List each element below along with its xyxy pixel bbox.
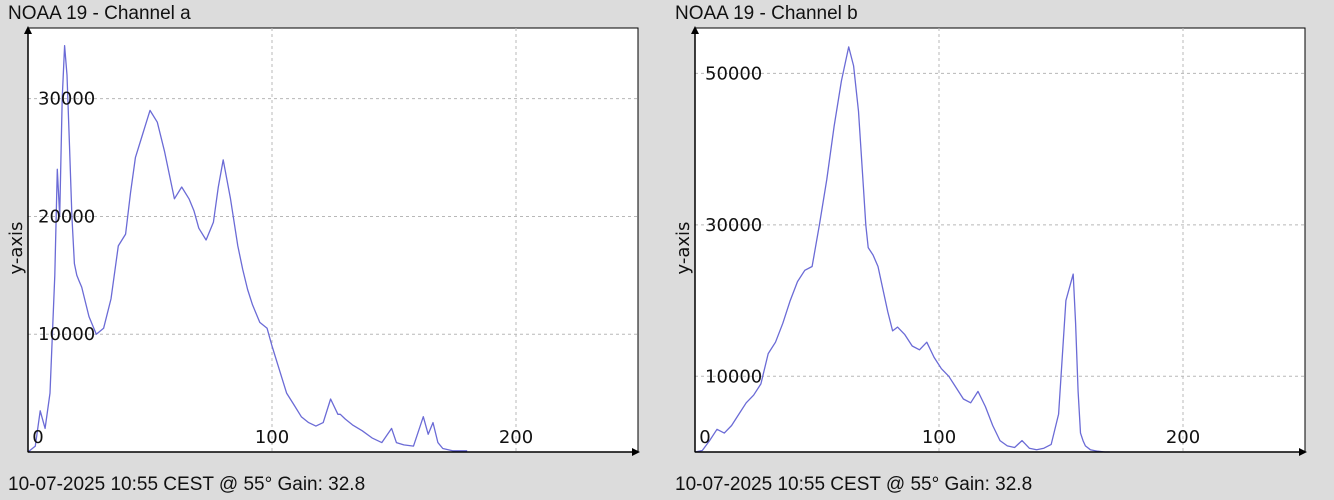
plot-area xyxy=(694,27,1306,453)
chart-panel-b: NOAA 19 - Channel b 0 100 200 10000 30000 500… xyxy=(667,0,1334,500)
x-tick-label: 0 xyxy=(32,427,43,448)
y-tick-label: 10000 xyxy=(705,366,762,387)
plot-area xyxy=(27,27,639,453)
x-tick-label: 200 xyxy=(1166,427,1200,448)
y-axis-arrow xyxy=(691,26,699,34)
chart-title: NOAA 19 - Channel b xyxy=(675,3,858,24)
y-axis-label: y-axis xyxy=(673,222,694,275)
y-tick-label: 30000 xyxy=(705,215,762,236)
chart-footer: 10-07-2025 10:55 CEST @ 55° Gain: 32.8 xyxy=(675,474,1033,495)
series-line xyxy=(27,45,468,453)
chart-panel-a: NOAA 19 - Channel a 0 100 200 10000 20000 300… xyxy=(6,3,640,495)
chart-title: NOAA 19 - Channel a xyxy=(8,3,191,24)
chart-footer: 10-07-2025 10:55 CEST @ 55° Gain: 32.8 xyxy=(8,474,366,495)
y-tick-label: 30000 xyxy=(38,89,95,110)
chart-plot-a: 0 100 200 10000 20000 30000 y-axis xyxy=(6,26,640,456)
y-axis-label: y-axis xyxy=(6,222,27,275)
chart-plot-b: 0 100 200 10000 30000 50000 y-axis xyxy=(673,26,1307,456)
x-tick-label: 100 xyxy=(255,427,289,448)
x-axis-arrow xyxy=(1299,448,1307,456)
y-tick-label: 10000 xyxy=(38,324,95,345)
x-tick-label: 100 xyxy=(922,427,956,448)
series-line xyxy=(694,46,1110,453)
x-tick-label: 200 xyxy=(499,427,533,448)
y-tick-label: 20000 xyxy=(38,206,95,227)
x-tick-label: 0 xyxy=(699,427,710,448)
y-tick-label: 50000 xyxy=(705,63,762,84)
x-axis-arrow xyxy=(632,448,640,456)
y-axis-arrow xyxy=(24,26,32,34)
